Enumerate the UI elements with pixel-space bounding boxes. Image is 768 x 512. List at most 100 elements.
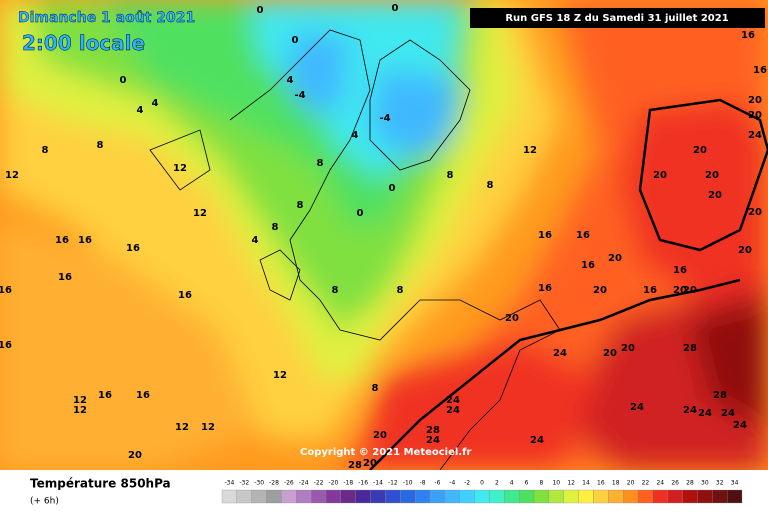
scale-swatch [310, 489, 327, 504]
scale-label: -14 [373, 480, 383, 487]
contour-label: 4 [137, 105, 144, 116]
scale-swatch [548, 489, 564, 504]
contour-label: 20 [693, 145, 707, 156]
scale-swatch [325, 489, 342, 504]
contour-label: 16 [643, 285, 657, 296]
scale-swatch [385, 489, 401, 504]
scale-swatch [533, 489, 550, 504]
contour-label: 24 [683, 405, 697, 416]
copyright: Copyright © 2021 Meteociel.fr [300, 447, 471, 458]
scale-swatch [429, 489, 446, 504]
scale-label: -34 [225, 480, 235, 487]
contour-label: 16 [673, 265, 687, 276]
contour-label: 8 [372, 383, 379, 394]
scale-label: -30 [254, 480, 264, 487]
contour-label: -4 [379, 113, 390, 124]
contour-label: 4 [287, 75, 294, 86]
scale-label: -28 [269, 480, 279, 487]
contour-label: 16 [126, 243, 140, 254]
contour-label: 0 [120, 75, 127, 86]
contour-label: 24 [748, 130, 762, 141]
scale-label: -22 [314, 480, 324, 487]
contour-label: 24 [733, 420, 747, 431]
scale-swatch [459, 489, 475, 504]
scale-label: -12 [388, 480, 398, 487]
contour-label: 8 [42, 145, 49, 156]
scale-swatch [578, 489, 594, 504]
time: 2:00 locale [22, 31, 145, 55]
contour-label: 20 [505, 313, 519, 324]
contour-label: 12 [193, 208, 207, 219]
scale-label: -8 [420, 480, 426, 487]
contour-label: 16 [78, 235, 92, 246]
contour-label: 20 [705, 170, 719, 181]
scale-swatch [504, 489, 520, 504]
scale-swatch [667, 489, 683, 504]
scale-label: 32 [716, 480, 724, 487]
scale-label: 20 [627, 480, 635, 487]
scale-label: -6 [434, 480, 440, 487]
contour-label: 28 [683, 343, 697, 354]
scale-label: 0 [480, 480, 484, 487]
contour-label: 20 [738, 245, 752, 256]
contour-label: 16 [753, 65, 767, 76]
scale-label: -10 [403, 480, 413, 487]
scale-label: -32 [239, 480, 249, 487]
scale-label: 34 [731, 480, 739, 487]
contour-label: 24 [446, 405, 460, 416]
contour-label: 0 [257, 5, 264, 16]
contour-label: 12 [273, 370, 287, 381]
contour-label: 16 [136, 390, 150, 401]
contour-label: 28 [713, 390, 727, 401]
contour-label: 12 [73, 405, 87, 416]
scale-swatch [637, 489, 654, 504]
contour-label: 20 [373, 430, 387, 441]
contour-label: 16 [741, 30, 755, 41]
scale-swatch [726, 489, 743, 504]
contour-label: -4 [294, 90, 305, 101]
scale-swatch [563, 489, 579, 504]
scale-label: -16 [358, 480, 368, 487]
scale-label: 22 [642, 480, 650, 487]
contour-label: 0 [357, 208, 364, 219]
contour-label: 12 [73, 395, 87, 406]
scale-label: 30 [701, 480, 709, 487]
contour-label: 4 [152, 98, 159, 109]
scale-label: -24 [299, 480, 309, 487]
contour-label: 24 [530, 435, 544, 446]
scale-label: 26 [671, 480, 679, 487]
contour-label: 0 [389, 183, 396, 194]
run-banner [470, 8, 765, 28]
contour-label: 20 [748, 207, 762, 218]
contour-label: 24 [698, 408, 712, 419]
contour-label: 12 [5, 170, 19, 181]
scale-swatch [251, 489, 267, 504]
scale-swatch [622, 489, 639, 504]
contour-label: 16 [178, 290, 192, 301]
scale-swatch [489, 489, 505, 504]
contour-label: 0 [392, 3, 399, 14]
contour-label: 20 [653, 170, 667, 181]
contour-label: 20 [683, 285, 697, 296]
contour-label: 8 [447, 170, 454, 181]
scale-label: 2 [495, 480, 499, 487]
contour-label: 4 [252, 235, 259, 246]
contour-label: 20 [363, 458, 377, 469]
scale-swatch [296, 489, 312, 504]
isotherms [369, 98, 768, 471]
scale-swatch [400, 489, 416, 504]
scale-swatch [266, 489, 282, 504]
contour-label: 8 [297, 200, 304, 211]
scale-swatch [712, 489, 728, 504]
scale-swatch [340, 489, 356, 504]
temperature-field [0, 0, 768, 471]
contour-label: 8 [317, 158, 324, 169]
scale-swatch [370, 489, 386, 504]
contour-label: 24 [721, 408, 735, 419]
contour-label: 20 [673, 285, 687, 296]
scale-swatch [518, 489, 535, 504]
contour-label: 24 [630, 402, 644, 413]
scale-swatch [474, 489, 490, 504]
